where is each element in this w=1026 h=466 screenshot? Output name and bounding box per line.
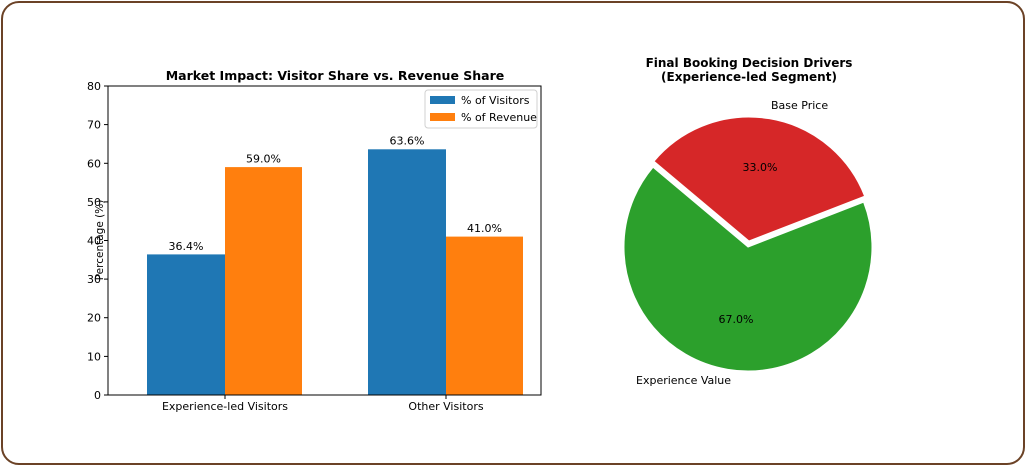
y-axis: 0 10 20 30 40 50 60 70 80: [87, 80, 108, 402]
bar-chart: Market Impact: Visitor Share vs. Revenue…: [87, 68, 542, 413]
bar-revenue-other: [446, 236, 523, 395]
legend-swatch-visitors: [430, 96, 455, 104]
svg-text:20: 20: [87, 312, 101, 325]
svg-text:80: 80: [87, 80, 101, 93]
legend-swatch-revenue: [430, 113, 455, 121]
bar-chart-title: Market Impact: Visitor Share vs. Revenue…: [166, 68, 505, 83]
y-tick: 50: [87, 196, 108, 209]
x-tick-label: Other Visitors: [408, 400, 483, 413]
legend-label: % of Visitors: [461, 94, 530, 107]
pie-title-line2: (Experience-led Segment): [661, 70, 837, 84]
pie-label-base-price: Base Price: [771, 99, 828, 112]
y-tick: 10: [87, 350, 108, 363]
x-tick-label: Experience-led Visitors: [162, 400, 288, 413]
bar-label: 63.6%: [390, 135, 425, 148]
pie-slice-base-price: [653, 116, 866, 242]
svg-text:60: 60: [87, 157, 101, 170]
y-tick: 60: [87, 157, 108, 170]
legend-label: % of Revenue: [461, 111, 537, 124]
y-tick: 20: [87, 312, 108, 325]
bar-visitors-experience-led: [147, 254, 225, 395]
pie-pct-label-experience-value: 67.0%: [719, 313, 754, 326]
x-axis: Experience-led Visitors Other Visitors: [162, 395, 484, 413]
svg-text:0: 0: [94, 389, 101, 402]
pie-title-line1: Final Booking Decision Drivers: [646, 56, 853, 70]
y-tick: 30: [87, 273, 108, 286]
y-tick: 0: [94, 389, 108, 402]
svg-text:70: 70: [87, 119, 101, 132]
pie-slice-experience-value: [623, 166, 873, 372]
svg-text:40: 40: [87, 235, 101, 248]
pie-label-experience-value: Experience Value: [636, 374, 731, 387]
plot-area-border: [107, 85, 542, 396]
y-tick: 80: [87, 80, 108, 93]
bar-legend: % of Visitors % of Revenue: [424, 89, 538, 129]
svg-text:30: 30: [87, 273, 101, 286]
bar-label: 36.4%: [169, 240, 204, 253]
y-axis-label: Percentage (%): [94, 200, 106, 281]
pie-chart: Final Booking Decision Drivers (Experien…: [623, 56, 873, 387]
y-tick: 70: [87, 119, 108, 132]
bar-visitors-other: [368, 149, 446, 395]
bar-value-labels: 36.4% 59.0% 63.6% 41.0%: [169, 135, 502, 254]
bar-label: 41.0%: [467, 222, 502, 235]
bar-label: 59.0%: [246, 153, 281, 166]
bar-revenue-experience-led: [225, 167, 302, 395]
y-tick: 40: [87, 235, 108, 248]
svg-text:50: 50: [87, 196, 101, 209]
pie-pct-label-base-price: 33.0%: [743, 161, 778, 174]
svg-text:10: 10: [87, 350, 101, 363]
